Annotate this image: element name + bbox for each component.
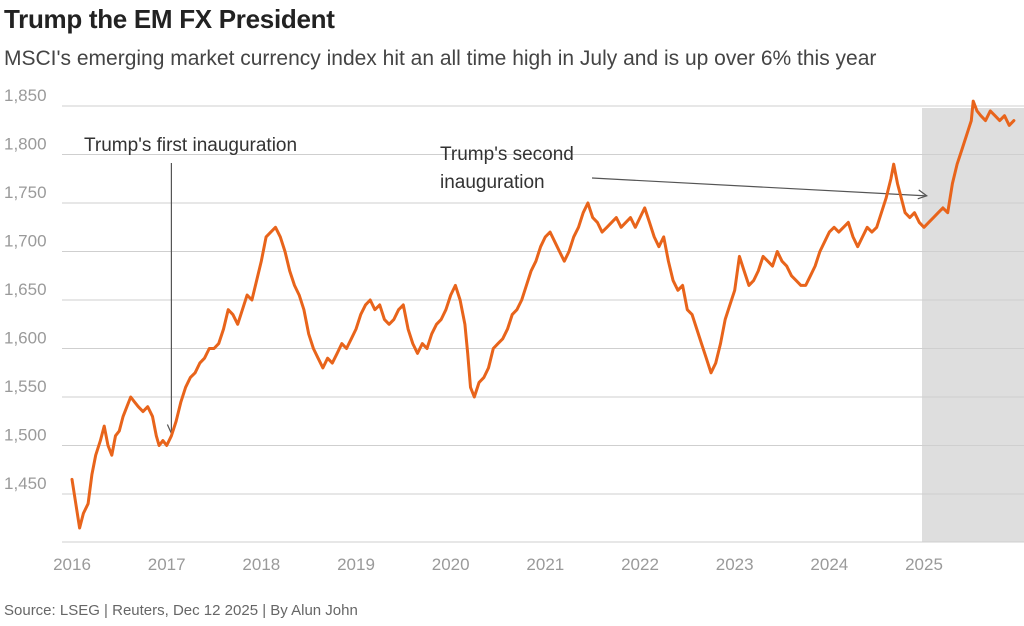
x-tick-label: 2018	[242, 555, 280, 574]
y-tick-label: 1,850	[4, 86, 47, 105]
annotation-layer: Trump's first inauguration Trump's second…	[84, 135, 929, 435]
chart-subtitle: MSCI's emerging market currency index hi…	[4, 47, 877, 70]
y-tick-label: 1,450	[4, 474, 47, 493]
series-line-msci-em-currency	[70, 99, 1016, 530]
y-tick-label: 1,800	[4, 135, 47, 154]
annotation-first-inauguration: Trump's first inauguration	[84, 135, 297, 156]
y-tick-label: 1,600	[4, 329, 47, 348]
shaded-region-2025	[922, 108, 1024, 542]
x-tick-label: 2016	[53, 555, 91, 574]
y-axis-ticks: 1,450 1,500 1,550 1,600 1,650 1,700 1,750 1,800…	[4, 86, 47, 493]
y-tick-label: 1,550	[4, 377, 47, 396]
chart-title: Trump the EM FX President	[4, 4, 335, 34]
x-tick-label: 2024	[810, 555, 848, 574]
x-tick-label: 2022	[621, 555, 659, 574]
grid-layer	[62, 105, 1024, 543]
annotation-arrowhead	[917, 189, 929, 200]
source-note: Source: LSEG | Reuters, Dec 12 2025 | By…	[4, 602, 358, 619]
x-tick-label: 2019	[337, 555, 375, 574]
annotation-leader-line	[591, 177, 927, 197]
y-tick-label: 1,650	[4, 280, 47, 299]
x-tick-label: 2025	[905, 555, 943, 574]
x-tick-label: 2023	[716, 555, 754, 574]
x-tick-label: 2017	[148, 555, 186, 574]
shaded-region-layer	[922, 108, 1024, 542]
x-tick-label: 2020	[432, 555, 470, 574]
x-axis-ticks: 2016 2017 2018 2019 2020 2021 2022 2023 2024 2025	[53, 555, 943, 574]
series-layer	[70, 99, 1016, 530]
y-tick-label: 1,500	[4, 426, 47, 445]
x-tick-label: 2021	[526, 555, 564, 574]
y-tick-label: 1,700	[4, 232, 47, 251]
y-tick-label: 1,750	[4, 183, 47, 202]
annotation-second-inauguration: inauguration	[440, 172, 545, 193]
annotation-second-inauguration: Trump's second	[440, 144, 574, 165]
